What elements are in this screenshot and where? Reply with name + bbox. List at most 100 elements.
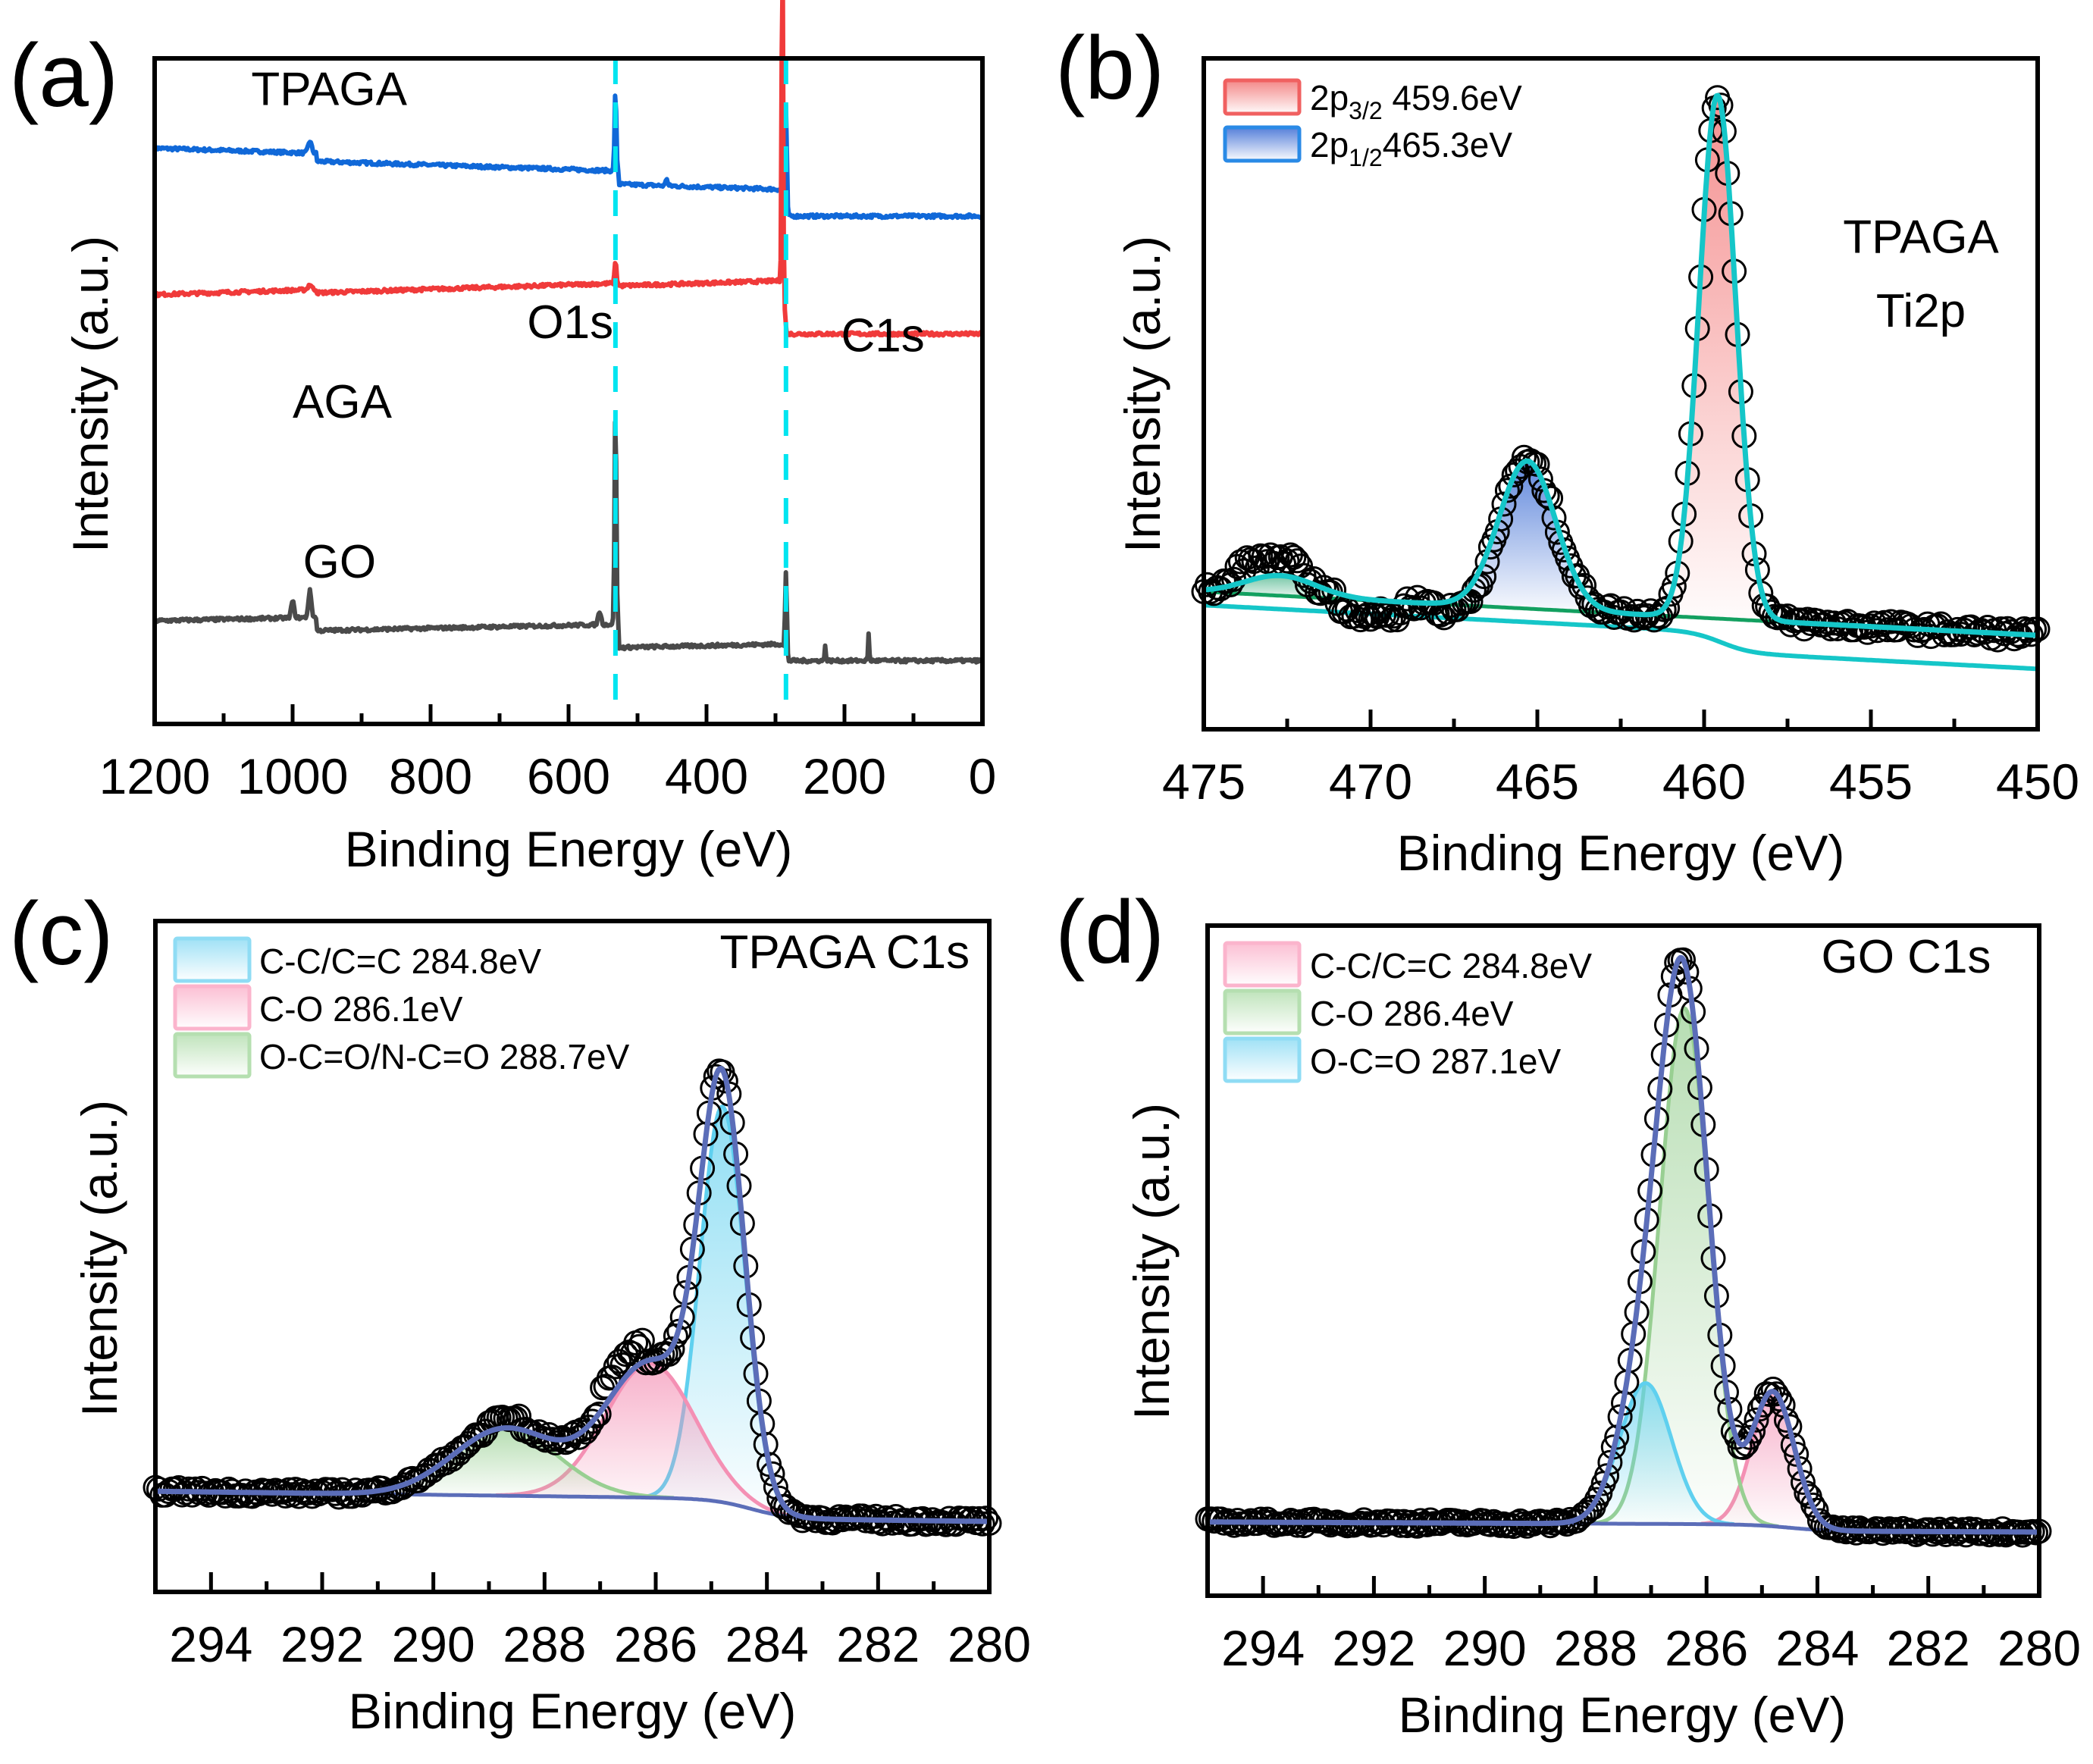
plot-area xyxy=(143,1058,1002,1537)
component-fill-2p3-2 xyxy=(1647,96,1788,622)
data-point xyxy=(863,1503,888,1529)
label-go: GO xyxy=(303,536,376,588)
data-point xyxy=(1933,1522,1959,1547)
legend-swatch xyxy=(1223,941,1302,988)
label-o1s: O1s xyxy=(527,296,613,349)
data-point xyxy=(1355,602,1380,628)
plot-frame xyxy=(1202,56,2040,732)
legend: C-C/C=C 284.8eV C-O 286.1eV O-C=O/N-C=O … xyxy=(173,936,630,1079)
data-point xyxy=(1498,473,1524,499)
annotations: TPAGA C1s xyxy=(720,926,970,979)
data-point xyxy=(819,1510,845,1536)
x-tick-label: 200 xyxy=(803,748,886,804)
label-tpaga: TPAGA xyxy=(251,63,407,115)
data-point xyxy=(393,1472,418,1498)
legend: C-C/C=C 284.8eV C-O 286.4eV O-C=O 287.1e… xyxy=(1223,941,1592,1083)
data-point xyxy=(1932,622,1957,647)
label-aga: AGA xyxy=(293,376,393,428)
legend-swatch xyxy=(1223,125,1302,163)
data-point xyxy=(1494,478,1520,503)
x-axis-title: Binding Energy (eV) xyxy=(345,821,793,877)
series-line-aga xyxy=(152,0,984,338)
data-point xyxy=(1248,1506,1274,1532)
data-point xyxy=(1574,1499,1600,1525)
fit-envelope-line xyxy=(1202,92,2039,638)
panel-a-survey-spectrum: (a) 1200 1000 800 600 400 200 0 Binding Energy… xyxy=(9,0,996,877)
panel-label: (b) xyxy=(1055,18,1164,118)
x-axis-ticks: 475 470 465 460 455 450 xyxy=(1162,710,2079,810)
y-axis-title: Intensity (a.u.) xyxy=(1123,1103,1180,1420)
data-point xyxy=(1394,1513,1420,1539)
legend-entry-2p1-2: 2p1/2465.3eV xyxy=(1223,125,1512,171)
panel-c-tpaga-c1s-spectrum: (c) 294 292 290 288 286 284 282 280 Binding Ene… xyxy=(9,884,1031,1739)
data-point xyxy=(663,1323,688,1349)
x-tick-label: 475 xyxy=(1162,754,1245,810)
data-point xyxy=(1491,491,1517,517)
legend-entry-2p3-2: 2p3/2 459.6eV xyxy=(1223,78,1522,124)
x-tick-label: 465 xyxy=(1496,754,1579,810)
data-point xyxy=(1671,947,1696,973)
component-fill-o-c-o xyxy=(1556,1383,1734,1525)
legend-swatch xyxy=(1223,78,1302,116)
series-line-go xyxy=(153,419,984,665)
panel-label: (c) xyxy=(9,884,114,984)
data-point xyxy=(1784,1441,1809,1467)
panel-label: (d) xyxy=(1055,882,1164,982)
plot-frame xyxy=(1205,923,2041,1598)
data-point xyxy=(1311,575,1336,600)
label-go-c1s: GO C1s xyxy=(1822,931,1991,983)
legend: 2p3/2 459.6eV 2p1/2465.3eV xyxy=(1223,78,1522,171)
plot-frame xyxy=(152,56,985,726)
data-point xyxy=(1274,548,1300,574)
label-tpaga-c1s: TPAGA C1s xyxy=(720,926,970,979)
x-tick-label: 292 xyxy=(1332,1620,1415,1676)
annotations: GO C1s xyxy=(1822,931,1991,983)
fit-envelope-line xyxy=(1206,954,2041,1535)
legend-swatch xyxy=(173,936,252,983)
x-tick-label: 288 xyxy=(503,1616,586,1672)
x-tick-label: 292 xyxy=(280,1616,364,1672)
y-axis-title: Intensity (a.u.) xyxy=(71,1100,127,1417)
data-point xyxy=(1587,1480,1613,1506)
x-tick-label: 282 xyxy=(1887,1620,1970,1676)
x-tick-label: 290 xyxy=(392,1616,475,1672)
label-ti2p: Ti2p xyxy=(1876,285,1966,337)
legend-swatch xyxy=(173,1032,252,1079)
y-axis-title: Intensity (a.u.) xyxy=(62,236,118,553)
data-point xyxy=(656,1341,682,1367)
data-point xyxy=(586,1401,612,1427)
x-axis-title: Binding Energy (eV) xyxy=(1397,825,1845,881)
legend-label: C-O 286.1eV xyxy=(259,989,463,1029)
legend-label: 2p3/2 459.6eV xyxy=(1310,78,1522,124)
annotations: TPAGA Ti2p xyxy=(1843,211,1999,337)
x-axis-title: Binding Energy (eV) xyxy=(349,1683,797,1739)
x-axis-ticks: 294 292 290 288 286 284 282 280 xyxy=(169,1572,1031,1672)
component-fill-c-c-c-c xyxy=(639,1106,806,1518)
legend-swatch xyxy=(173,984,252,1031)
data-point xyxy=(1534,483,1560,509)
panel-label: (a) xyxy=(9,26,118,126)
x-tick-label: 800 xyxy=(389,748,472,804)
x-tick-label: 280 xyxy=(1997,1620,2081,1676)
data-point xyxy=(1787,1456,1813,1481)
plot-frame xyxy=(153,919,992,1594)
x-tick-label: 288 xyxy=(1554,1620,1637,1676)
x-tick-label: 284 xyxy=(725,1616,809,1672)
data-point xyxy=(1800,1492,1826,1518)
x-tick-label: 600 xyxy=(527,748,610,804)
data-point xyxy=(660,1336,685,1361)
data-points xyxy=(1191,85,2051,653)
data-point xyxy=(1541,505,1567,531)
plot-area xyxy=(152,0,985,709)
data-point xyxy=(1284,548,1310,574)
x-tick-label: 282 xyxy=(836,1616,920,1672)
component-fill-c-o xyxy=(1590,1007,1779,1527)
data-point xyxy=(1741,1418,1766,1444)
series-line-tpaga xyxy=(152,93,985,221)
legend-swatch xyxy=(1223,989,1302,1036)
data-point xyxy=(1238,547,1264,572)
panel-d-go-c1s-spectrum: (d) 294 292 290 288 286 284 282 280 Binding Ene… xyxy=(1055,882,2081,1743)
legend-entry-cc: C-C/C=C 284.8eV xyxy=(173,936,541,983)
annotations: TPAGA O1s C1s AGA GO xyxy=(251,63,924,587)
data-point xyxy=(606,1349,632,1374)
